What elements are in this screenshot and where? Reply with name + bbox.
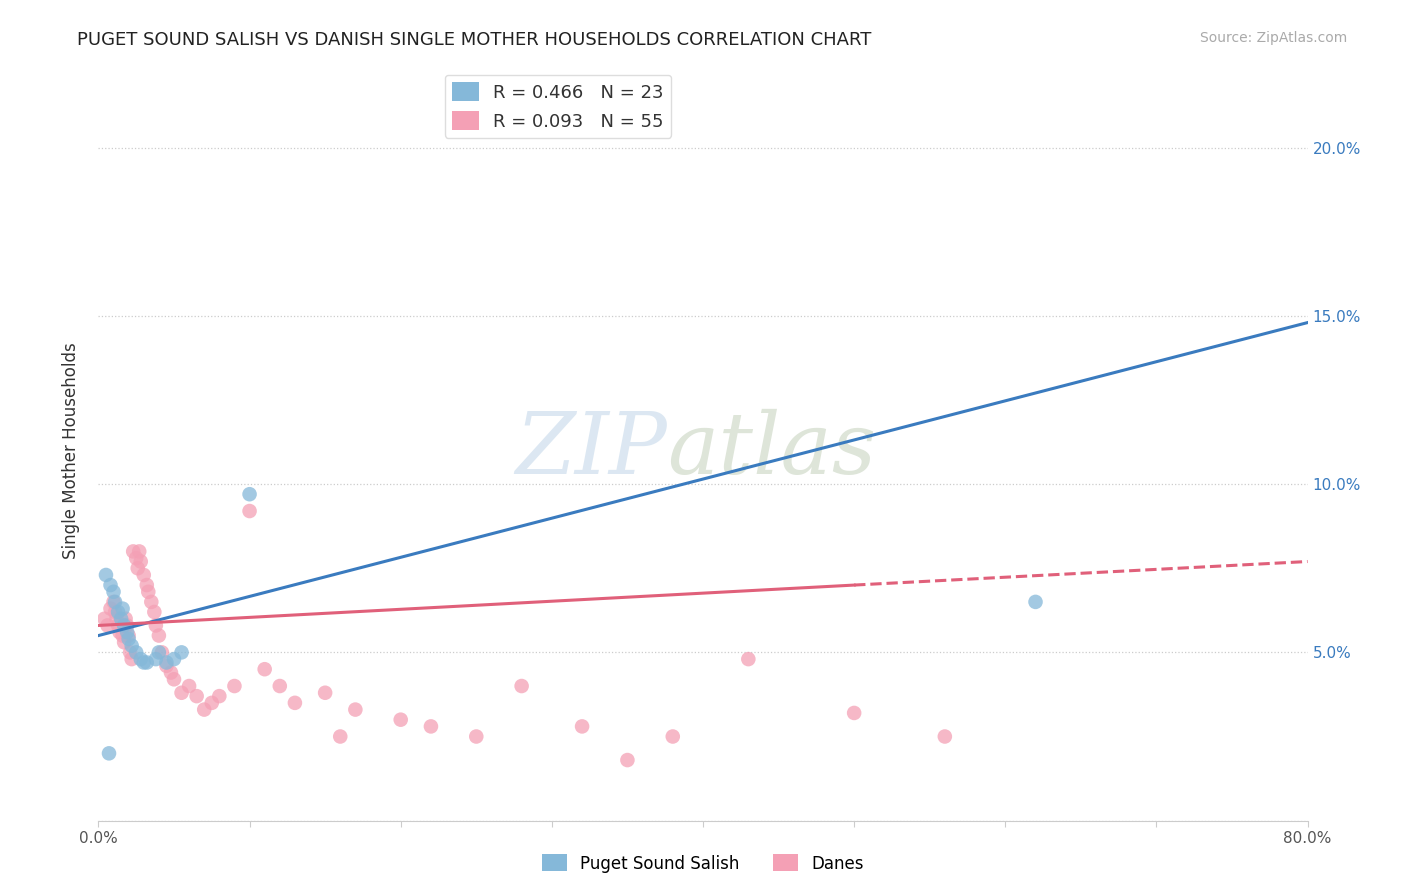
Point <box>105 612 128 626</box>
Point <box>112 635 135 649</box>
Point <box>844 706 866 720</box>
Point <box>108 625 131 640</box>
Point <box>100 601 122 615</box>
Point <box>135 578 157 592</box>
Point <box>125 645 148 659</box>
Point <box>141 595 163 609</box>
Point <box>193 703 215 717</box>
Point <box>155 656 177 670</box>
Point <box>510 679 533 693</box>
Point <box>344 703 367 717</box>
Point <box>94 568 117 582</box>
Text: ZIP: ZIP <box>515 409 666 491</box>
Point <box>465 730 488 744</box>
Point <box>179 679 201 693</box>
Point <box>100 578 122 592</box>
Point <box>96 618 118 632</box>
Point <box>170 645 193 659</box>
Point <box>145 618 167 632</box>
Point <box>420 719 443 733</box>
Text: Source: ZipAtlas.com: Source: ZipAtlas.com <box>1199 31 1347 45</box>
Point <box>163 652 186 666</box>
Point <box>115 625 138 640</box>
Point <box>239 504 262 518</box>
Point <box>104 605 127 619</box>
Point <box>122 544 145 558</box>
Point <box>661 730 683 744</box>
Point <box>136 584 159 599</box>
Legend: R = 0.466   N = 23, R = 0.093   N = 55: R = 0.466 N = 23, R = 0.093 N = 55 <box>444 75 671 137</box>
Point <box>110 612 132 626</box>
Point <box>314 686 336 700</box>
Point <box>208 689 231 703</box>
Point <box>103 595 125 609</box>
Point <box>98 747 121 761</box>
Point <box>571 719 593 733</box>
Point <box>129 652 152 666</box>
Text: atlas: atlas <box>666 409 876 491</box>
Text: PUGET SOUND SALISH VS DANISH SINGLE MOTHER HOUSEHOLDS CORRELATION CHART: PUGET SOUND SALISH VS DANISH SINGLE MOTH… <box>77 31 872 49</box>
Point <box>120 645 142 659</box>
Point <box>284 696 307 710</box>
Point <box>111 628 134 642</box>
Point <box>170 686 193 700</box>
Point <box>111 601 134 615</box>
Point <box>114 612 136 626</box>
Point <box>132 656 155 670</box>
Point <box>150 645 173 659</box>
Point <box>104 595 127 609</box>
Point <box>148 628 170 642</box>
Point <box>125 551 148 566</box>
Point <box>253 662 276 676</box>
Legend: Puget Sound Salish, Danes: Puget Sound Salish, Danes <box>536 847 870 880</box>
Point <box>148 645 170 659</box>
Point <box>329 730 352 744</box>
Point <box>186 689 208 703</box>
Point <box>132 568 155 582</box>
Point <box>107 605 129 619</box>
Point <box>129 554 152 569</box>
Point <box>118 632 141 646</box>
Point <box>128 544 150 558</box>
Point <box>155 658 177 673</box>
Point <box>143 605 166 619</box>
Point <box>93 612 115 626</box>
Point <box>934 730 956 744</box>
Point <box>1024 595 1046 609</box>
Point <box>118 628 141 642</box>
Point <box>160 665 183 680</box>
Point <box>269 679 291 693</box>
Point <box>135 656 157 670</box>
Point <box>103 584 125 599</box>
Point <box>616 753 638 767</box>
Point <box>224 679 246 693</box>
Y-axis label: Single Mother Households: Single Mother Households <box>62 343 80 558</box>
Point <box>239 487 262 501</box>
Point <box>115 618 138 632</box>
Point <box>121 652 143 666</box>
Point <box>737 652 759 666</box>
Point <box>107 618 129 632</box>
Point <box>145 652 167 666</box>
Point <box>389 713 412 727</box>
Point <box>127 561 149 575</box>
Point <box>201 696 224 710</box>
Point <box>163 673 186 687</box>
Point <box>121 639 143 653</box>
Point <box>112 618 135 632</box>
